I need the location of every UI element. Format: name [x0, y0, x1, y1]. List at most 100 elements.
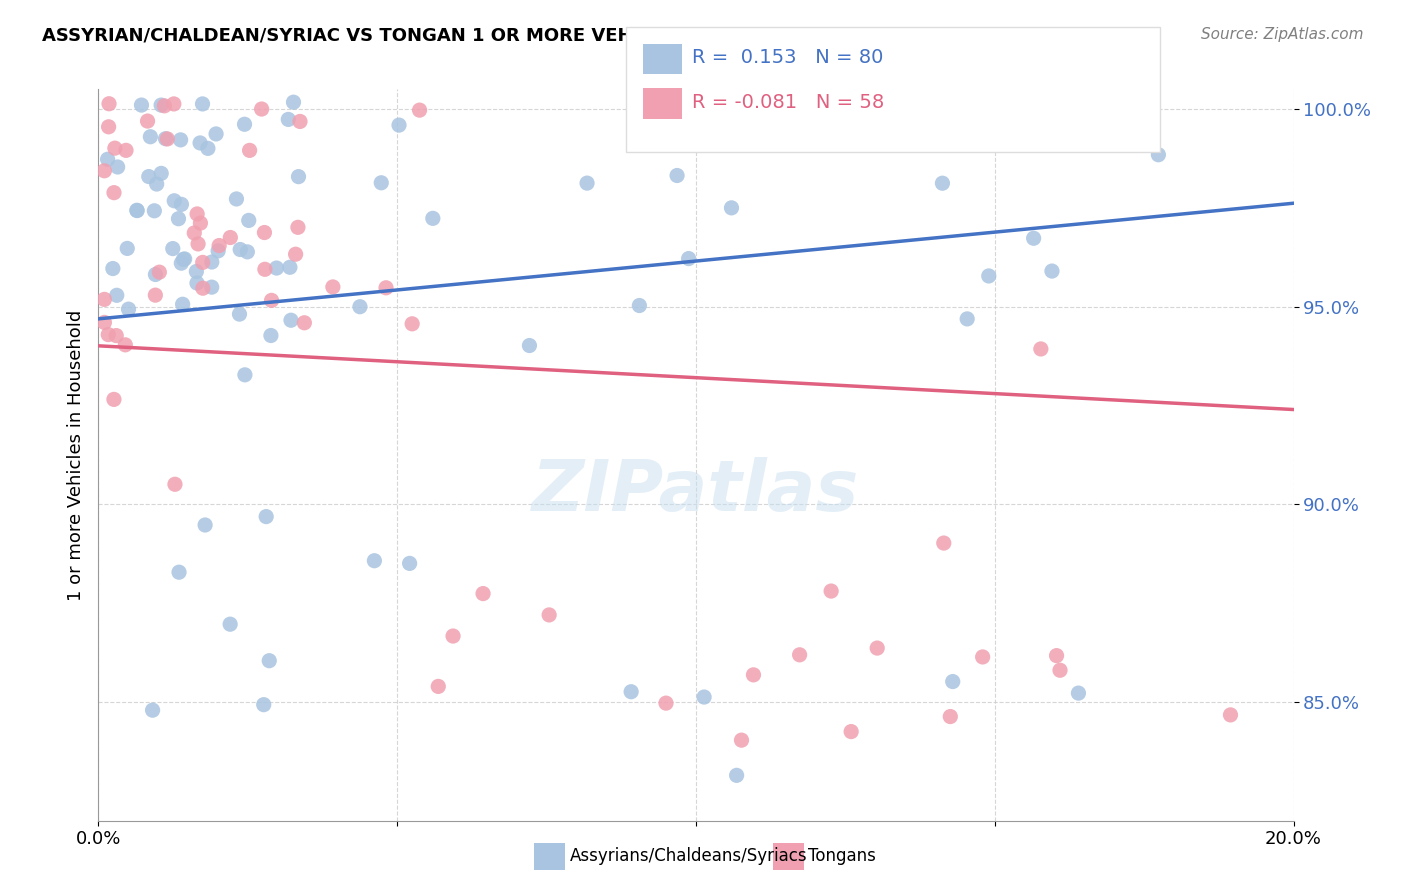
- Point: [678, 252, 700, 266]
- Point: [127, 203, 149, 218]
- Point: [257, 654, 280, 668]
- Point: [201, 280, 224, 294]
- Point: [284, 247, 307, 261]
- Point: [254, 509, 277, 524]
- Point: [98, 96, 121, 111]
- Point: [538, 607, 561, 622]
- Point: [115, 241, 138, 255]
- Point: [349, 300, 371, 314]
- Point: [190, 216, 212, 230]
- Point: [789, 648, 811, 662]
- Point: [117, 302, 139, 317]
- Point: [939, 709, 962, 723]
- Point: [375, 281, 398, 295]
- Text: Tongans: Tongans: [808, 847, 876, 865]
- Point: [742, 668, 765, 682]
- Point: [172, 252, 194, 267]
- Point: [191, 255, 214, 269]
- Point: [427, 680, 450, 694]
- Point: [363, 554, 385, 568]
- Point: [93, 315, 115, 329]
- Point: [977, 268, 1000, 283]
- Point: [155, 131, 177, 145]
- Point: [138, 169, 160, 184]
- Point: [194, 518, 217, 533]
- Point: [972, 649, 994, 664]
- Point: [253, 698, 276, 712]
- Point: [730, 733, 752, 747]
- Point: [205, 127, 228, 141]
- Point: [236, 244, 259, 259]
- Point: [114, 338, 136, 352]
- Point: [103, 392, 125, 407]
- Point: [131, 98, 153, 112]
- Point: [167, 565, 190, 579]
- Point: [519, 338, 541, 352]
- Point: [1147, 147, 1170, 161]
- Point: [97, 153, 120, 167]
- Text: ZIPatlas: ZIPatlas: [533, 457, 859, 526]
- Text: Assyrians/Chaldeans/Syriacs: Assyrians/Chaldeans/Syriacs: [569, 847, 807, 865]
- Point: [820, 584, 842, 599]
- Point: [150, 166, 173, 180]
- Point: [197, 141, 219, 155]
- Point: [620, 684, 643, 698]
- Point: [441, 629, 464, 643]
- Point: [150, 98, 173, 112]
- Point: [260, 293, 283, 308]
- Point: [208, 238, 231, 252]
- Point: [167, 211, 190, 226]
- Point: [322, 280, 344, 294]
- Point: [292, 316, 315, 330]
- Point: [162, 242, 184, 256]
- Point: [866, 641, 889, 656]
- Point: [1049, 663, 1071, 677]
- Point: [105, 328, 128, 343]
- Point: [153, 99, 176, 113]
- Point: [233, 368, 256, 382]
- Point: [172, 297, 194, 311]
- Point: [187, 236, 209, 251]
- Point: [101, 261, 124, 276]
- Point: [839, 724, 862, 739]
- Point: [201, 255, 224, 269]
- Point: [97, 327, 120, 342]
- Point: [283, 95, 305, 110]
- Point: [931, 176, 953, 190]
- Text: R = -0.081   N = 58: R = -0.081 N = 58: [692, 93, 884, 112]
- Point: [1029, 342, 1052, 356]
- Point: [186, 207, 208, 221]
- Point: [186, 276, 208, 290]
- Point: [170, 197, 193, 211]
- Point: [669, 121, 692, 136]
- Point: [225, 192, 247, 206]
- Point: [260, 328, 283, 343]
- Point: [1219, 707, 1241, 722]
- Point: [1040, 264, 1063, 278]
- Point: [103, 186, 125, 200]
- Y-axis label: 1 or more Vehicles in Household: 1 or more Vehicles in Household: [66, 310, 84, 600]
- Point: [93, 293, 115, 307]
- Point: [280, 313, 302, 327]
- Point: [105, 288, 128, 302]
- Point: [666, 169, 689, 183]
- Point: [142, 703, 165, 717]
- Point: [253, 262, 276, 277]
- Point: [145, 177, 167, 191]
- Point: [107, 160, 129, 174]
- Point: [186, 264, 208, 278]
- Point: [163, 194, 186, 208]
- Point: [693, 690, 716, 704]
- Point: [173, 252, 195, 266]
- Point: [207, 244, 229, 258]
- Point: [143, 203, 166, 218]
- Point: [1067, 686, 1090, 700]
- Point: [115, 144, 138, 158]
- Point: [720, 201, 742, 215]
- Point: [163, 477, 186, 491]
- Point: [183, 226, 205, 240]
- Point: [191, 97, 214, 112]
- Point: [1022, 231, 1045, 245]
- Point: [287, 169, 309, 184]
- Point: [408, 103, 430, 117]
